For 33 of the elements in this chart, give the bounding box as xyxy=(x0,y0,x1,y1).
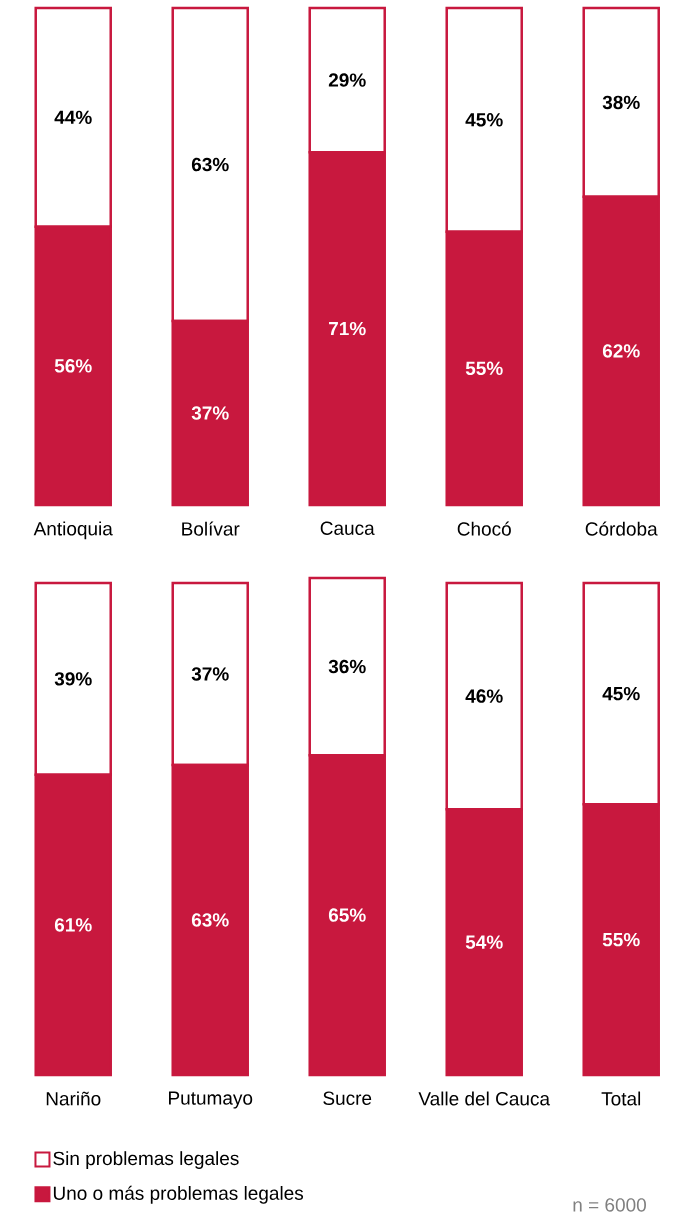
data-label: 63% xyxy=(191,913,229,927)
x-tick-label: Total xyxy=(601,1091,640,1106)
x-tick-label: Chocó xyxy=(457,521,511,536)
data-label: 45% xyxy=(465,113,503,127)
data-label: 56% xyxy=(54,359,92,373)
data-label: 54% xyxy=(465,935,503,949)
x-tick-label: Córdoba xyxy=(585,521,658,536)
x-tick-label: Bolívar xyxy=(182,521,240,536)
x-tick-label: Cauca xyxy=(320,521,375,535)
x-tick-label: Antioquia xyxy=(33,521,113,540)
data-label: 44% xyxy=(54,110,92,125)
data-label: 37% xyxy=(191,406,229,420)
text: n = 6000 xyxy=(573,1198,646,1212)
data-label: 36% xyxy=(328,659,366,674)
x-tick-label: Sucre xyxy=(323,1091,372,1105)
x-tick-label: Valle del Cauca xyxy=(418,1091,550,1106)
legend-label: Sin problemas legales xyxy=(53,1151,239,1169)
data-label: 62% xyxy=(602,344,640,358)
legend-label: Uno o más problemas legales xyxy=(53,1185,303,1204)
data-label: 37% xyxy=(191,667,229,681)
data-label: 65% xyxy=(328,908,366,922)
data-label: 39% xyxy=(54,672,92,686)
data-label: 38% xyxy=(602,95,640,110)
data-label: 55% xyxy=(602,932,640,947)
data-label: 61% xyxy=(54,918,92,932)
x-tick-label: Putumayo xyxy=(168,1091,253,1109)
data-label: 29% xyxy=(328,73,366,87)
data-label: 45% xyxy=(602,686,640,701)
x-tick-label: Nariño xyxy=(46,1091,101,1106)
data-label: 55% xyxy=(465,361,503,376)
data-label: 63% xyxy=(191,157,229,172)
data-label: 46% xyxy=(465,689,503,703)
data-label: 71% xyxy=(328,321,366,336)
